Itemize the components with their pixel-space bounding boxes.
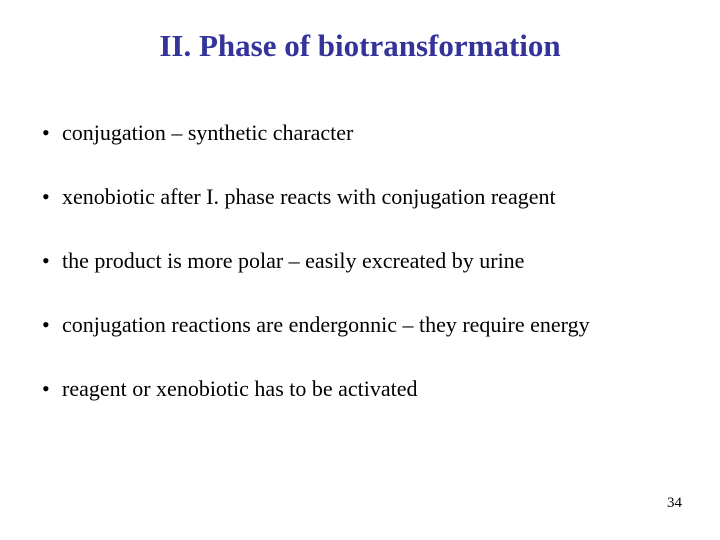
page-number: 34 xyxy=(667,495,682,512)
list-item: conjugation reactions are endergonnic – … xyxy=(38,312,682,338)
slide: II. Phase of biotransformation conjugati… xyxy=(0,0,720,540)
list-item: reagent or xenobiotic has to be activate… xyxy=(38,376,682,402)
slide-title: II. Phase of biotransformation xyxy=(38,28,682,64)
list-item: xenobiotic after I. phase reacts with co… xyxy=(38,184,682,210)
bullet-list: conjugation – synthetic character xenobi… xyxy=(38,120,682,402)
list-item: conjugation – synthetic character xyxy=(38,120,682,146)
list-item: the product is more polar – easily excre… xyxy=(38,248,682,274)
